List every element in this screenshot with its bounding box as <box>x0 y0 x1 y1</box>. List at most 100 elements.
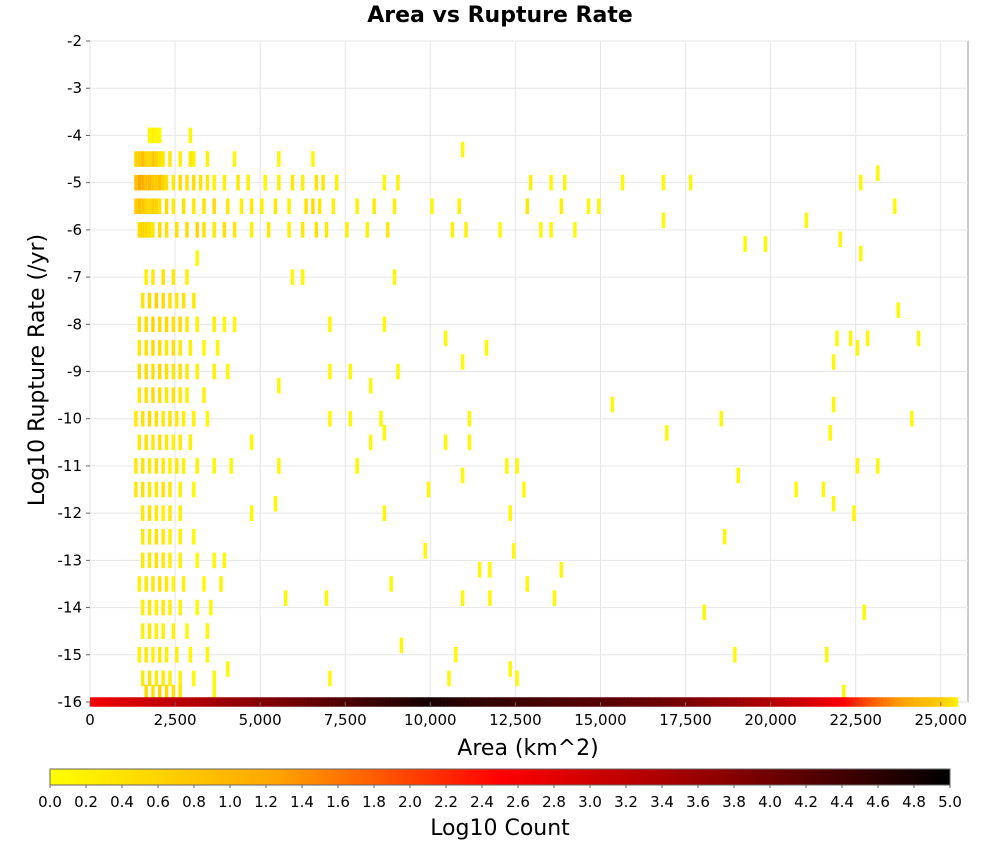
heatmap-cell <box>158 434 162 451</box>
heatmap-bottom-cell <box>505 697 510 707</box>
heatmap-cell <box>144 174 148 191</box>
heatmap-bottom-cell <box>253 697 258 707</box>
heatmap-cell <box>141 151 145 167</box>
heatmap-cell <box>154 151 159 167</box>
heatmap-bottom-cell <box>314 697 319 707</box>
heatmap-cell <box>205 623 210 639</box>
heatmap-cell <box>460 141 465 158</box>
heatmap-cell <box>161 174 165 191</box>
heatmap-cell <box>229 458 233 474</box>
heatmap-cell <box>181 458 186 474</box>
heatmap-cell <box>702 604 706 621</box>
heatmap-bottom-cell <box>814 697 819 707</box>
colorbar-label: Log10 Count <box>430 816 570 841</box>
heatmap-bottom-cell <box>539 697 544 707</box>
y-tick-label: -14 <box>58 599 83 617</box>
heatmap-cell <box>161 505 165 521</box>
heatmap-bottom-cell <box>168 697 173 707</box>
heatmap-cell <box>158 576 162 592</box>
heatmap-cell <box>178 670 182 687</box>
heatmap-cell <box>508 505 512 521</box>
heatmap-bottom-cell <box>825 697 829 707</box>
y-tick-label: -6 <box>67 221 82 239</box>
y-tick-label: -10 <box>58 410 83 428</box>
heatmap-bottom-cell <box>719 697 724 707</box>
heatmap-bottom-cell <box>423 697 428 707</box>
heatmap-cell <box>144 198 148 215</box>
heatmap-cell <box>855 458 860 474</box>
heatmap-bottom-cell <box>913 697 918 707</box>
heatmap-cell <box>134 481 138 498</box>
heatmap-bottom-cell <box>552 697 557 707</box>
heatmap-bottom-cell <box>658 697 663 707</box>
heatmap-bottom-cell <box>215 697 220 707</box>
heatmap-cell <box>559 198 564 215</box>
heatmap-cell <box>287 198 291 215</box>
colorbar-tick-label: 0.4 <box>110 793 134 811</box>
heatmap-bottom-cell <box>828 697 833 707</box>
heatmap-bottom-cell <box>450 697 455 707</box>
heatmap-cell <box>382 174 387 191</box>
heatmap-bottom-cell <box>746 697 751 707</box>
heatmap-bottom-cell <box>569 697 574 707</box>
heatmap-cell <box>144 576 148 592</box>
heatmap-cell <box>161 151 165 167</box>
heatmap-cell <box>426 481 431 498</box>
heatmap-cell <box>137 434 142 451</box>
heatmap-cell <box>876 458 880 474</box>
heatmap-cell <box>205 410 210 427</box>
heatmap-bottom-cell <box>750 697 755 707</box>
heatmap-cell <box>185 174 189 191</box>
heatmap-bottom-cell <box>443 697 448 707</box>
heatmap-bottom-cell <box>556 697 561 707</box>
heatmap-cell <box>164 434 169 451</box>
heatmap-cell <box>205 174 210 191</box>
heatmap-bottom-cell <box>477 697 482 707</box>
heatmap-cell <box>865 330 870 347</box>
heatmap-cell <box>508 661 512 677</box>
colorbar-tick-label: 4.4 <box>830 793 854 811</box>
heatmap-bottom-cell <box>945 697 949 707</box>
heatmap-cell <box>464 222 468 238</box>
heatmap-cell <box>212 222 216 238</box>
heatmap-cell <box>164 340 169 356</box>
heatmap-cell <box>467 434 472 451</box>
heatmap-cell <box>219 576 223 592</box>
heatmap-cell <box>498 222 502 238</box>
heatmap-cell <box>896 302 900 318</box>
x-tick-label: 5,000 <box>239 711 282 729</box>
heatmap-cell <box>144 363 148 380</box>
heatmap-bottom-cell <box>760 697 765 707</box>
heatmap-cell <box>661 174 666 191</box>
heatmap-bottom-cell <box>93 697 98 707</box>
heatmap-bottom-cell <box>767 697 772 707</box>
heatmap-bottom-cell <box>838 697 843 707</box>
heatmap-cell <box>164 646 169 663</box>
heatmap-cell <box>185 623 189 639</box>
heatmap-cell <box>335 174 339 191</box>
heatmap-cell <box>661 212 666 229</box>
heatmap-bottom-cell <box>494 697 499 707</box>
heatmap-bottom-cell <box>549 697 554 707</box>
heatmap-bottom-cell <box>933 697 938 707</box>
heatmap-cell <box>610 396 615 413</box>
heatmap-bottom-cell <box>420 697 425 707</box>
heatmap-cell <box>236 174 240 191</box>
heatmap-cell <box>137 222 142 238</box>
heatmap-bottom-cell <box>372 697 377 707</box>
heatmap-bottom-cell <box>614 697 618 707</box>
heatmap-cell <box>688 174 693 191</box>
heatmap-cell <box>151 127 155 144</box>
heatmap-bottom-cell <box>942 697 945 707</box>
heatmap-cell <box>178 684 182 701</box>
heatmap-bottom-cell <box>181 697 186 707</box>
heatmap-bottom-cell <box>811 697 816 707</box>
heatmap-bottom-cell <box>437 697 442 707</box>
heatmap-cell <box>141 458 145 474</box>
heatmap-bottom-cell <box>219 697 224 707</box>
heatmap-cell <box>161 458 165 474</box>
heatmap-cell <box>488 590 492 606</box>
heatmap-cell <box>144 646 148 663</box>
heatmap-bottom-cell <box>277 697 282 707</box>
heatmap-cell <box>212 316 216 333</box>
